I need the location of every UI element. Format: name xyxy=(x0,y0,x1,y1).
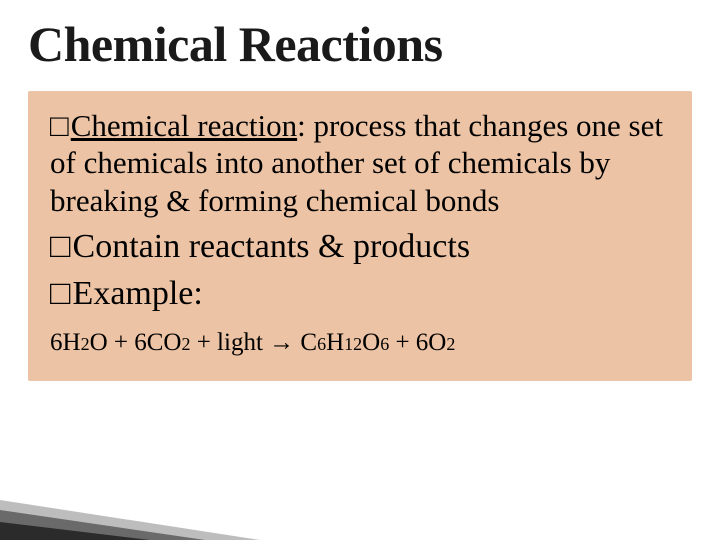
slide: Chemical Reactions □Chemical reaction: p… xyxy=(0,0,720,540)
page-title: Chemical Reactions xyxy=(28,18,692,71)
content-box: □Chemical reaction: process that changes… xyxy=(28,91,692,381)
bullet-contain: □Contain reactants & products xyxy=(50,226,670,267)
term-chemical-reaction: Chemical reaction xyxy=(71,108,297,143)
bullet-marker: □ xyxy=(50,107,69,145)
bullet-example: □Example: xyxy=(50,273,670,314)
bullet-text: Chemical reaction: process that changes … xyxy=(50,108,663,219)
decorative-wedge xyxy=(0,470,260,540)
bullet-text: Contain reactants & products xyxy=(73,228,471,265)
bullet-marker: □ xyxy=(50,226,71,267)
bullet-text: Example: xyxy=(73,275,203,312)
equation: 6H2O + 6CO2 + light → C6H12O6 + 6O2 xyxy=(50,329,670,357)
bullet-marker: □ xyxy=(50,273,71,314)
bullet-definition: □Chemical reaction: process that changes… xyxy=(50,107,670,220)
